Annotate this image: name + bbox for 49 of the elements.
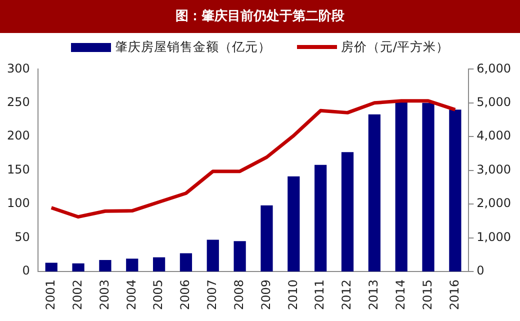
x-tick-label: 2007 [205,279,220,310]
bar [260,205,273,272]
bar [180,253,192,272]
y2-tick-label: 1,000 [476,230,512,244]
x-tick-label: 2008 [232,279,246,310]
y2-tick-label: 4,000 [476,128,512,143]
chart-title: 图：肇庆目前仍处于第二阶段 [0,0,520,33]
y2-tick-label: 5,000 [476,95,512,110]
y-tick-label: 0 [22,264,30,278]
y2-tick-label: 2,000 [476,196,512,210]
legend-label: 肇庆房屋销售金额（亿元） [114,38,271,56]
bar [395,102,408,272]
x-tick-label: 2011 [312,279,327,310]
bar [422,102,434,272]
bar [45,262,58,272]
x-tick-label: 2012 [340,279,354,310]
legend-label: 房价（元/平方米） [340,38,450,56]
bar [368,114,380,272]
bar [341,152,354,272]
bar [126,258,138,272]
y2-tick-label: 6,000 [476,61,512,76]
bar [152,257,166,272]
bar [449,110,462,272]
x-tick-label: 2004 [124,279,138,310]
x-tick-label: 2003 [97,279,112,310]
bar [288,176,300,272]
x-tick-label: 2006 [178,279,192,310]
y-tick-label: 100 [7,196,30,210]
x-tick-label: 2014 [393,279,408,310]
x-tick-label: 2005 [151,279,166,310]
y2-tick-label: 3,000 [476,162,512,176]
y-tick-label: 50 [14,230,30,244]
x-tick-label: 2015 [420,279,434,310]
y-tick-label: 200 [7,128,30,143]
x-tick-label: 2002 [70,279,84,310]
x-tick-label: 2010 [286,279,300,310]
x-tick-label: 2001 [43,279,58,310]
bar [99,260,112,272]
bar [234,241,246,272]
y-tick-label: 250 [7,95,30,110]
y-tick-label: 150 [7,162,30,176]
bar [72,263,84,272]
x-tick-label: 2013 [366,279,381,310]
y2-tick-label: 0 [476,264,484,278]
bar [314,164,327,272]
bar [206,240,219,272]
y-tick-label: 300 [7,61,30,76]
x-tick-label: 2009 [258,279,273,310]
x-tick-label: 2016 [447,279,462,310]
